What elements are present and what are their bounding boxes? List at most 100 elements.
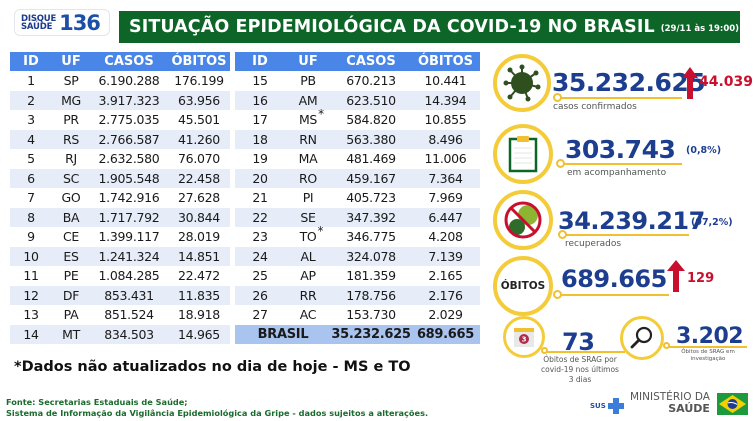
cell-uf-text: AM xyxy=(298,92,318,108)
cell-id-text: 19 xyxy=(252,151,268,167)
cell-uf-text: AC xyxy=(299,307,317,323)
monitoring-badge xyxy=(493,124,553,184)
cell-id-text: 26 xyxy=(252,287,268,303)
col-casos: CASOS xyxy=(90,52,168,71)
cell-obitos-text: 14.851 xyxy=(178,248,220,264)
divider-line xyxy=(557,97,682,99)
cell-obitos: 14.394 xyxy=(411,90,480,110)
cell-uf: RN xyxy=(285,129,331,149)
col-obitos: ÓBITOS xyxy=(411,52,480,71)
cell-id: 17 xyxy=(235,110,285,130)
cell-obitos-text: 7.139 xyxy=(428,248,463,264)
confirmed-cases-badge xyxy=(493,54,551,112)
total-label: BRASIL xyxy=(235,324,331,344)
cell-id-text: 11 xyxy=(23,268,39,284)
cell-obitos-text: 22.458 xyxy=(178,170,220,186)
cell-casos: 853.431 xyxy=(90,285,168,305)
cell-obitos-text: 28.019 xyxy=(178,229,220,245)
cell-uf-text: PE xyxy=(63,268,79,284)
cell-uf-text: PR xyxy=(63,112,79,128)
cell-obitos-text: 10.855 xyxy=(424,112,467,128)
cell-casos-text: 2.632.580 xyxy=(98,151,160,167)
cell-casos-text: 481.469 xyxy=(346,151,396,167)
cell-obitos: 7.139 xyxy=(411,246,480,266)
cell-uf: PE xyxy=(52,266,90,286)
cell-id: 25 xyxy=(235,266,285,286)
page-title: SITUAÇÃO EPIDEMIOLÓGICA DA COVID-19 NO B… xyxy=(129,17,655,37)
states-table-left: ID UF CASOS ÓBITOS 1 SP 6.190.288 176.199 2 M… xyxy=(10,52,230,344)
cell-uf: RS xyxy=(52,129,90,149)
cell-obitos: 18.918 xyxy=(168,305,230,325)
cell-id-text: 7 xyxy=(27,190,35,206)
cell-casos: 670.213 xyxy=(331,71,411,91)
cell-obitos: 8.496 xyxy=(411,129,480,149)
cell-uf-text: SE xyxy=(300,209,316,225)
cell-uf: GO xyxy=(52,188,90,208)
cell-id-text: 15 xyxy=(252,73,268,89)
states-table-right: ID UF CASOS ÓBITOS 15 PB 670.213 10.441 16 AM… xyxy=(235,52,480,344)
cell-id-text: 2 xyxy=(27,92,35,108)
total-obitos: 689.665 xyxy=(411,324,480,344)
divider-line xyxy=(545,351,625,353)
cell-uf: SC xyxy=(52,168,90,188)
cell-casos: 623.510 xyxy=(331,90,411,110)
cell-obitos: 10.441 xyxy=(411,71,480,91)
cell-casos: 459.167 xyxy=(331,168,411,188)
cell-obitos-text: 22.472 xyxy=(178,268,220,284)
cell-casos: 6.190.288 xyxy=(90,71,168,91)
cell-casos-text: 324.078 xyxy=(346,248,396,264)
cell-id: 8 xyxy=(10,207,52,227)
divider-dot xyxy=(541,347,548,354)
cell-id-text: 3 xyxy=(27,112,35,128)
cell-obitos: 45.501 xyxy=(168,110,230,130)
cell-id-text: 25 xyxy=(252,268,268,284)
cell-id-text: 10 xyxy=(23,248,39,264)
calendar-icon: 3 xyxy=(514,328,534,347)
table-row: 2 MG 3.917.323 63.956 xyxy=(10,90,230,110)
cell-obitos: 7.364 xyxy=(411,168,480,188)
table-row: 3 PR 2.775.035 45.501 xyxy=(10,110,230,130)
monitoring-label: em acompanhamento xyxy=(567,168,667,178)
logo-text: DISQUE SAÚDE xyxy=(21,13,57,32)
cell-uf: RR xyxy=(285,285,331,305)
plus-cross-icon xyxy=(607,398,624,414)
cell-casos: 405.723 xyxy=(331,188,411,208)
cell-obitos-text: 63.956 xyxy=(178,92,220,108)
cell-uf: PB xyxy=(285,71,331,91)
cell-obitos: 22.472 xyxy=(168,266,230,286)
cell-obitos: 14.965 xyxy=(168,324,230,344)
cell-id-text: 9 xyxy=(27,229,35,245)
table-row: 26 RR 178.756 2.176 xyxy=(235,285,480,305)
cell-casos: 2.775.035 xyxy=(90,110,168,130)
cell-id: 12 xyxy=(10,285,52,305)
deaths-delta: 129 xyxy=(687,271,715,286)
cell-uf-text: BA xyxy=(62,209,80,225)
col-obitos: ÓBITOS xyxy=(168,52,230,71)
cell-id: 27 xyxy=(235,305,285,325)
cell-casos: 1.084.285 xyxy=(90,266,168,286)
cell-id-text: 16 xyxy=(252,92,268,108)
cell-casos: 1.241.324 xyxy=(90,246,168,266)
cell-id: 9 xyxy=(10,227,52,247)
cell-casos-text: 584.820 xyxy=(346,112,396,128)
divider-line xyxy=(667,346,747,348)
srag-badge: 3 xyxy=(503,316,545,358)
cell-casos-text: 2.775.035 xyxy=(98,112,160,128)
cell-obitos-text: 10.441 xyxy=(424,73,467,89)
table-row: 7 GO 1.742.916 27.628 xyxy=(10,188,230,208)
cell-id: 4 xyxy=(10,129,52,149)
cell-obitos: 76.070 xyxy=(168,149,230,169)
cell-uf: SP xyxy=(52,71,90,91)
table-row: 17 MS * 584.820 10.855 xyxy=(235,107,480,130)
col-id: ID xyxy=(10,52,52,71)
cell-obitos: 2.029 xyxy=(411,305,480,325)
total-row: BRASIL 35.232.625 689.665 xyxy=(235,324,480,344)
magnifier-icon xyxy=(630,326,653,349)
cell-casos-text: 153.730 xyxy=(346,307,396,323)
cell-casos: 153.730 xyxy=(331,305,411,325)
data-note: *Dados não atualizados no dia de hoje - … xyxy=(14,359,411,375)
ministerio-saude-logo: MINISTÉRIO DA SAÚDE xyxy=(630,391,710,415)
cell-obitos: 2.176 xyxy=(411,285,480,305)
disque-saude-136-logo: DISQUE SAÚDE 136 xyxy=(14,9,110,36)
cell-uf-text: RN xyxy=(299,131,317,147)
